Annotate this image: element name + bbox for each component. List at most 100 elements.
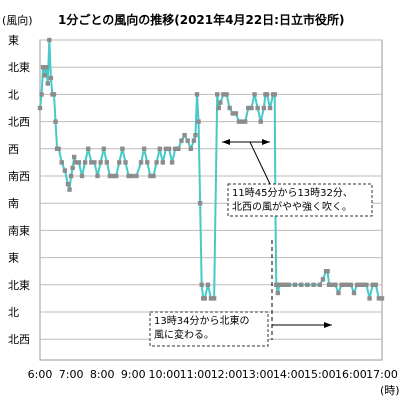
x-tick-label: 6:00 — [28, 368, 53, 381]
data-point — [364, 282, 369, 287]
data-point — [264, 92, 270, 97]
data-point — [376, 296, 382, 301]
annotation-box-ne — [149, 311, 269, 347]
data-point — [39, 92, 44, 97]
data-point — [188, 146, 193, 151]
y-tick-label: 北西 — [8, 116, 30, 129]
data-point — [148, 173, 153, 179]
data-point — [261, 105, 267, 111]
data-point — [267, 105, 273, 111]
data-point — [197, 201, 203, 206]
data-point — [166, 146, 172, 151]
data-point — [330, 282, 335, 287]
data-point — [37, 105, 43, 111]
data-point — [292, 282, 298, 287]
data-point — [342, 282, 347, 287]
data-point — [68, 173, 74, 179]
data-point — [336, 290, 341, 296]
annotation-nw-arrow-left — [222, 139, 230, 145]
data-point — [120, 146, 125, 151]
data-point — [56, 146, 61, 151]
data-point — [208, 296, 214, 301]
annotation-nw-line2: 北西の風がやや強く吹く。 — [232, 200, 352, 213]
data-point — [95, 173, 100, 179]
data-point — [370, 282, 375, 287]
data-point — [110, 173, 116, 179]
data-point — [233, 111, 239, 116]
data-point — [230, 111, 235, 116]
data-point — [70, 165, 75, 171]
data-point — [361, 282, 366, 287]
annotation-nw-leader — [249, 141, 271, 185]
data-point — [73, 160, 78, 165]
y-tick-label: 西 — [8, 143, 19, 156]
data-point — [173, 146, 178, 151]
data-point — [154, 160, 159, 165]
data-point — [272, 92, 277, 97]
chart-title: 1分ごとの風向の推移(2021年4月22日:日立市役所) — [58, 12, 344, 27]
data-point — [47, 37, 52, 43]
data-point — [160, 160, 166, 165]
data-point — [202, 296, 207, 301]
data-point — [345, 282, 350, 287]
data-point — [45, 81, 50, 86]
data-point — [218, 100, 223, 105]
data-point — [40, 65, 46, 70]
data-point — [107, 173, 113, 179]
data-point — [305, 282, 310, 287]
data-point — [311, 282, 316, 287]
data-point — [62, 168, 68, 173]
data-point — [191, 138, 197, 143]
data-point — [367, 296, 372, 301]
data-point — [185, 138, 190, 143]
data-point — [286, 282, 291, 287]
y-axis-label: (風向) — [2, 13, 33, 27]
data-point — [129, 173, 134, 179]
data-point — [211, 296, 217, 301]
series-line — [39, 39, 382, 300]
data-point — [227, 105, 232, 111]
data-point — [215, 92, 220, 97]
data-point — [373, 282, 378, 287]
data-point — [249, 105, 254, 111]
data-point — [138, 160, 144, 165]
data-point — [283, 282, 288, 287]
data-point — [89, 160, 94, 165]
annotation-nw-line1: 11時45分から13時32分、 — [232, 187, 353, 199]
data-point — [48, 75, 54, 81]
data-point — [134, 173, 139, 179]
y-tick-label: 東 — [8, 34, 19, 47]
data-point — [104, 160, 110, 165]
annotation-ne-arrow-head — [324, 322, 332, 328]
data-point — [82, 160, 88, 165]
y-tick-label: 北東 — [8, 61, 30, 74]
data-point — [123, 160, 128, 165]
data-point — [333, 282, 338, 287]
data-point — [182, 133, 187, 138]
data-point — [298, 282, 304, 287]
data-point — [76, 160, 82, 165]
y-tick-label: 東 — [8, 252, 19, 265]
data-point — [126, 173, 131, 179]
annotations: 11時45分から13時32分、 北西の風がやや強く吹く。 13時34分から北東の… — [149, 139, 373, 347]
data-point — [320, 277, 326, 282]
data-point — [243, 119, 248, 124]
data-point — [53, 119, 58, 124]
y-tick-label: 南東 — [8, 224, 30, 237]
x-tick-label: 13:00 — [242, 368, 274, 381]
data-point — [274, 282, 279, 287]
annotation-ne-line2: 風に変わる。 — [154, 328, 214, 341]
data-point — [157, 146, 162, 151]
annotation-box-nw — [227, 183, 373, 217]
data-point — [354, 282, 360, 287]
data-point — [169, 160, 175, 165]
data-point — [255, 105, 260, 111]
data-point — [51, 92, 57, 97]
data-point — [163, 146, 169, 151]
data-point — [98, 160, 103, 165]
data-point — [275, 290, 281, 296]
data-point — [252, 92, 257, 97]
data-point — [358, 282, 363, 287]
x-tick-label: 9:00 — [121, 368, 146, 381]
data-point — [59, 160, 64, 165]
